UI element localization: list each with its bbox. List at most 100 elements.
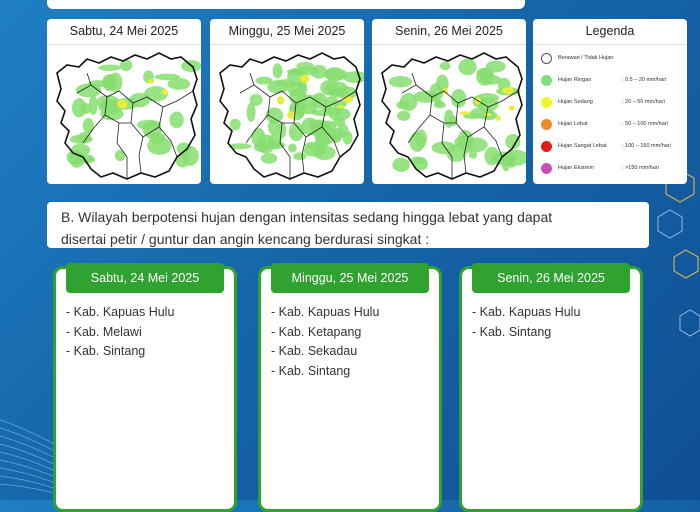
rain-patch	[325, 81, 348, 96]
rain-patch	[504, 149, 526, 166]
province-outline	[219, 52, 361, 180]
regency-border	[158, 106, 178, 158]
rain-patch-moderate	[342, 96, 354, 103]
legend-item-name: Hujan Ringan	[558, 77, 592, 83]
regency-border	[253, 84, 357, 108]
rain-patch-moderate	[484, 112, 493, 117]
regency-border	[142, 126, 160, 138]
rain-patch	[182, 146, 199, 166]
regency-border	[483, 106, 503, 158]
day-card-title: Senin, 26 Mei 2025	[472, 263, 630, 293]
rain-patch	[413, 90, 439, 103]
rain-patch	[399, 93, 418, 112]
rain-patch	[79, 103, 92, 114]
rain-patch-moderate	[502, 87, 514, 94]
rain-patch	[69, 134, 93, 144]
rain-patch	[253, 142, 269, 152]
rain-patches	[66, 59, 201, 168]
rain-patch	[337, 123, 349, 137]
rain-patches	[228, 61, 364, 164]
rain-patch	[325, 96, 338, 104]
legend-item-name: Berawan / Tidak Hujan	[558, 55, 614, 61]
rain-patch-moderate	[299, 74, 310, 83]
list-item: - Kab. Sintang	[271, 363, 351, 378]
regency-border	[401, 72, 417, 94]
legend-item: Hujan Ekstrem : >150 mm/hari	[541, 161, 681, 175]
rain-patch	[293, 152, 307, 161]
rain-patch	[108, 72, 123, 93]
regency-border	[239, 72, 255, 94]
legend-item-range: : 50 – 100 mm/hari	[622, 121, 668, 127]
rain-patch	[484, 146, 500, 166]
rain-patch-moderate	[117, 99, 128, 109]
rain-patch	[289, 88, 308, 106]
rain-patch	[75, 83, 102, 98]
map-date-label: Senin, 26 Mei 2025	[372, 19, 526, 45]
day-card-title: Sabtu, 24 Mei 2025	[66, 263, 224, 293]
rain-patch	[154, 73, 181, 81]
rain-patch	[267, 80, 290, 94]
rainfall-map	[381, 52, 526, 180]
map-card-day-2: Minggu, 25 Mei 2025	[210, 19, 364, 184]
rain-patch	[246, 102, 256, 122]
province-outline	[56, 52, 198, 180]
rain-patch	[228, 143, 252, 150]
legend-swatch	[541, 74, 552, 86]
list-item: - Kab. Ketapang	[271, 324, 362, 339]
legend-swatch	[541, 118, 552, 130]
regency-border	[116, 122, 128, 179]
rain-patch	[272, 63, 283, 79]
rain-patch	[468, 151, 478, 159]
rain-patch	[255, 76, 273, 85]
regency-border	[279, 122, 291, 179]
rain-patch	[446, 144, 467, 162]
rain-patch	[149, 132, 166, 145]
rainfall-map	[56, 52, 201, 180]
legend-item-name: Hujan Ekstrem	[558, 165, 595, 171]
regency-border	[130, 102, 144, 174]
map-card-day-3: Senin, 26 Mei 2025	[372, 19, 526, 184]
regency-border	[82, 96, 108, 144]
regency-list: - Kab. Kapuas Hulu - Kab. Melawi - Kab. …	[66, 303, 174, 362]
legend-item-range: : 20 – 50 mm/hari	[622, 99, 665, 105]
rain-patches	[388, 58, 526, 172]
legend-item-range: : 100 – 150 mm/hari	[622, 143, 671, 149]
legend-item: Hujan Lebat : 50 – 100 mm/hari	[541, 117, 681, 131]
rain-patch	[267, 119, 280, 135]
regency-border	[305, 126, 323, 138]
legend-item-name: Hujan Lebat	[558, 121, 588, 127]
rain-patch	[66, 150, 84, 165]
list-item: - Kab. Sintang	[472, 324, 552, 339]
list-item: - Kab. Sintang	[66, 344, 146, 358]
rain-patch	[328, 107, 351, 121]
legend-item-name: Hujan Sedang	[558, 99, 593, 105]
day-card-3: Senin, 26 Mei 2025 - Kab. Kapuas Hulu - …	[459, 263, 643, 512]
rain-patch-moderate	[276, 96, 285, 105]
decorative-hexagons	[657, 169, 700, 337]
regency-list: - Kab. Kapuas Hulu - Kab. Sintang	[472, 303, 580, 342]
province-outline	[381, 52, 523, 180]
rain-patch-moderate	[508, 105, 515, 111]
rain-patch-moderate	[495, 115, 501, 121]
rain-patch	[392, 157, 410, 172]
regency-border	[441, 122, 453, 179]
rain-patch	[120, 59, 133, 72]
regency-border	[76, 72, 92, 94]
legend-swatch	[541, 140, 552, 152]
rain-patch	[144, 86, 168, 102]
rain-patch	[169, 111, 184, 129]
legend-swatch	[541, 52, 552, 64]
rain-patch	[96, 95, 120, 109]
legend-panel: Legenda Berawan / Tidak Hujan Hujan Ring…	[533, 19, 687, 184]
list-item: - Kab. Kapuas Hulu	[472, 305, 581, 319]
rain-patch	[98, 64, 122, 71]
rain-patch-moderate	[287, 111, 296, 119]
rain-patch	[396, 110, 411, 121]
rain-patch-moderate	[162, 88, 168, 96]
rain-patch	[409, 131, 426, 152]
rain-patch	[114, 149, 126, 162]
legend-item: Berawan / Tidak Hujan	[541, 51, 681, 65]
legend-item: Hujan Ringan : 0.5 – 20 mm/hari	[541, 73, 681, 87]
rain-patch	[324, 68, 348, 81]
list-item: - Kab. Melawi	[66, 324, 142, 339]
